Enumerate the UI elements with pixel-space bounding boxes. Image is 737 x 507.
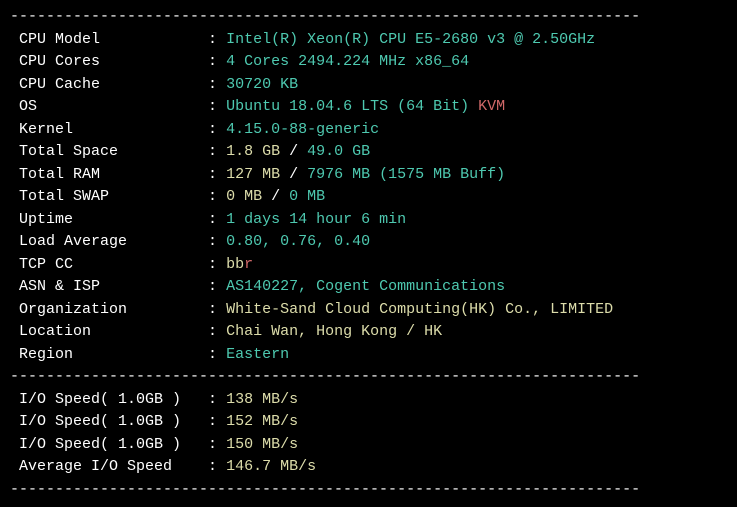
info-label: Total RAM xyxy=(10,166,208,183)
info-label: Load Average xyxy=(10,233,208,250)
info-row: I/O Speed( 1.0GB ) : 152 MB/s xyxy=(10,411,727,434)
info-value-segment: 0.80, 0.76, 0.40 xyxy=(226,233,370,250)
info-value-segment: KVM xyxy=(478,98,505,115)
info-separator: : xyxy=(208,323,226,340)
info-row: Average I/O Speed : 146.7 MB/s xyxy=(10,456,727,479)
info-row: Total Space : 1.8 GB / 49.0 GB xyxy=(10,141,727,164)
info-value-segment: 1.8 GB xyxy=(226,143,289,160)
info-separator: : xyxy=(208,391,226,408)
info-label: Region xyxy=(10,346,208,363)
info-label: Kernel xyxy=(10,121,208,138)
info-row: TCP CC : bbr xyxy=(10,254,727,277)
info-separator: : xyxy=(208,188,226,205)
info-label: I/O Speed( 1.0GB ) xyxy=(10,436,208,453)
info-separator: : xyxy=(208,76,226,93)
info-separator: : xyxy=(208,256,226,273)
info-value-segment: Intel(R) Xeon(R) CPU E5-2680 v3 @ 2.50GH… xyxy=(226,31,595,48)
info-separator: : xyxy=(208,143,226,160)
info-value-segment: 127 MB xyxy=(226,166,289,183)
info-value-segment: 146.7 MB/s xyxy=(226,458,316,475)
info-row: Load Average : 0.80, 0.76, 0.40 xyxy=(10,231,727,254)
info-row: CPU Cache : 30720 KB xyxy=(10,74,727,97)
info-value-segment: 7976 MB xyxy=(307,166,379,183)
info-value-segment: 150 MB/s xyxy=(226,436,298,453)
info-separator: : xyxy=(208,211,226,228)
info-value-segment: 0 MB xyxy=(226,188,271,205)
info-separator: : xyxy=(208,98,226,115)
info-row: OS : Ubuntu 18.04.6 LTS (64 Bit) KVM xyxy=(10,96,727,119)
system-info-block: CPU Model : Intel(R) Xeon(R) CPU E5-2680… xyxy=(10,29,727,367)
info-separator: : xyxy=(208,301,226,318)
info-value-segment: 30720 KB xyxy=(226,76,298,93)
info-value-segment: r xyxy=(244,256,253,273)
info-value-segment: 138 MB/s xyxy=(226,391,298,408)
info-value-segment: 152 MB/s xyxy=(226,413,298,430)
info-label: I/O Speed( 1.0GB ) xyxy=(10,391,208,408)
info-label: Total Space xyxy=(10,143,208,160)
info-value-segment: White-Sand Cloud Computing(HK) Co., LIMI… xyxy=(226,301,613,318)
divider-top: ----------------------------------------… xyxy=(10,6,727,29)
info-row: Kernel : 4.15.0-88-generic xyxy=(10,119,727,142)
info-row: Uptime : 1 days 14 hour 6 min xyxy=(10,209,727,232)
info-separator: : xyxy=(208,458,226,475)
info-separator: : xyxy=(208,413,226,430)
info-label: Average I/O Speed xyxy=(10,458,208,475)
info-row: Organization : White-Sand Cloud Computin… xyxy=(10,299,727,322)
info-value-segment: Eastern xyxy=(226,346,289,363)
info-row: Location : Chai Wan, Hong Kong / HK xyxy=(10,321,727,344)
info-value-segment: (1575 MB Buff) xyxy=(379,166,505,183)
info-value-segment: 4 Cores 2494.224 MHz x86_64 xyxy=(226,53,469,70)
info-label: ASN & ISP xyxy=(10,278,208,295)
info-separator: : xyxy=(208,166,226,183)
info-label: I/O Speed( 1.0GB ) xyxy=(10,413,208,430)
info-row: Total RAM : 127 MB / 7976 MB (1575 MB Bu… xyxy=(10,164,727,187)
info-separator: : xyxy=(208,31,226,48)
info-value-segment: Chai Wan, Hong Kong / HK xyxy=(226,323,442,340)
info-value-segment: 49.0 GB xyxy=(307,143,370,160)
io-speed-block: I/O Speed( 1.0GB ) : 138 MB/s I/O Speed(… xyxy=(10,389,727,479)
info-separator: : xyxy=(208,233,226,250)
info-label: Location xyxy=(10,323,208,340)
info-value-segment: / xyxy=(289,166,307,183)
info-value-segment: 4.15.0-88-generic xyxy=(226,121,379,138)
info-row: Total SWAP : 0 MB / 0 MB xyxy=(10,186,727,209)
info-value-segment: / xyxy=(289,143,307,160)
info-label: CPU Model xyxy=(10,31,208,48)
info-value-segment: 0 MB xyxy=(289,188,325,205)
info-separator: : xyxy=(208,278,226,295)
info-label: CPU Cache xyxy=(10,76,208,93)
info-value-segment: bb xyxy=(226,256,244,273)
info-value-segment: AS140227, Cogent Communications xyxy=(226,278,505,295)
info-separator: : xyxy=(208,436,226,453)
info-row: CPU Cores : 4 Cores 2494.224 MHz x86_64 xyxy=(10,51,727,74)
info-row: I/O Speed( 1.0GB ) : 150 MB/s xyxy=(10,434,727,457)
info-row: ASN & ISP : AS140227, Cogent Communicati… xyxy=(10,276,727,299)
info-label: CPU Cores xyxy=(10,53,208,70)
info-label: OS xyxy=(10,98,208,115)
info-label: TCP CC xyxy=(10,256,208,273)
divider-mid: ----------------------------------------… xyxy=(10,366,727,389)
info-separator: : xyxy=(208,53,226,70)
divider-bottom: ----------------------------------------… xyxy=(10,479,727,502)
info-separator: : xyxy=(208,346,226,363)
terminal-output: ----------------------------------------… xyxy=(0,0,737,507)
info-separator: : xyxy=(208,121,226,138)
info-row: CPU Model : Intel(R) Xeon(R) CPU E5-2680… xyxy=(10,29,727,52)
info-row: Region : Eastern xyxy=(10,344,727,367)
info-label: Total SWAP xyxy=(10,188,208,205)
info-row: I/O Speed( 1.0GB ) : 138 MB/s xyxy=(10,389,727,412)
info-label: Uptime xyxy=(10,211,208,228)
info-label: Organization xyxy=(10,301,208,318)
info-value-segment: 1 days 14 hour 6 min xyxy=(226,211,406,228)
info-value-segment: / xyxy=(271,188,289,205)
info-value-segment: Ubuntu 18.04.6 LTS (64 Bit) xyxy=(226,98,478,115)
